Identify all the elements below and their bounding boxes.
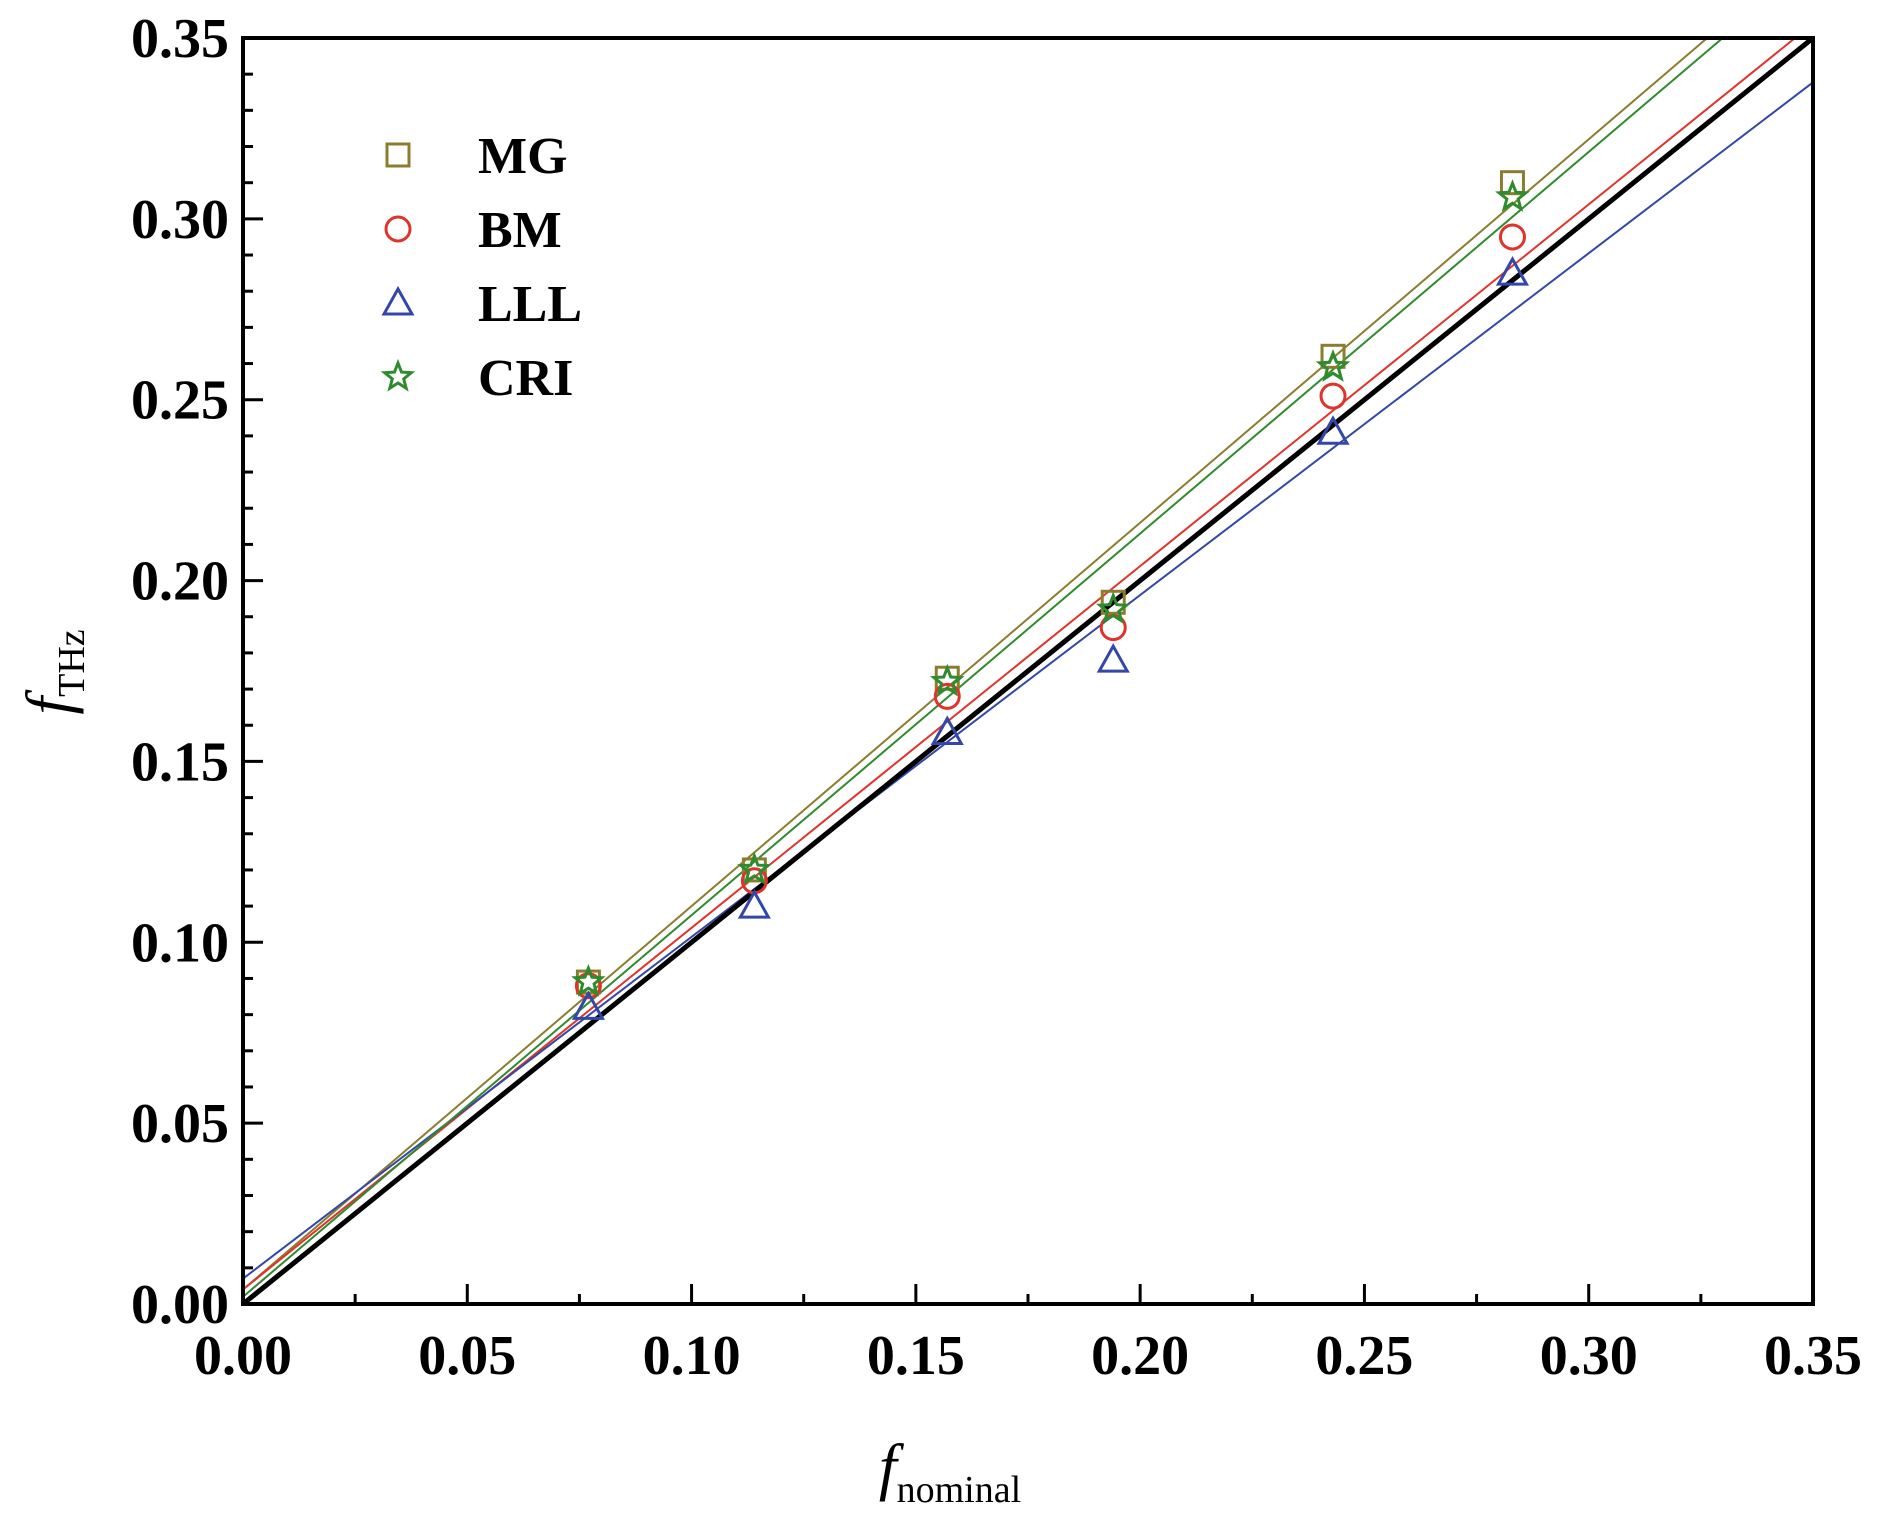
legend-label-lll: LLL (478, 276, 582, 333)
data-point-bm (1319, 382, 1347, 410)
fit-lines (243, 38, 1813, 1304)
data-point-cri (737, 851, 772, 885)
data-point-lll (930, 715, 964, 745)
x-tick-label: 0.30 (1540, 1325, 1638, 1387)
x-tick-label: 0.35 (1764, 1325, 1862, 1387)
data-point-cri (929, 663, 965, 697)
x-tick-label: 0.25 (1315, 1325, 1413, 1387)
x-tick-label: 0.05 (418, 1325, 516, 1387)
x-tick-label: 0.20 (1091, 1325, 1189, 1387)
x-tick-label: 0.10 (643, 1325, 741, 1387)
legend-marker-bm (384, 215, 412, 243)
legend-label-cri: CRI (478, 350, 573, 407)
y-axis-label: fTHz (13, 629, 93, 714)
data-point-bm (574, 972, 602, 1000)
y-tick-label: 0.30 (131, 189, 229, 251)
data-point-cri (1315, 349, 1351, 382)
axis-labels: fnominal fTHz (13, 629, 1021, 1511)
y-tick-label: 0.05 (131, 1093, 229, 1155)
data-point-cri (1495, 179, 1530, 212)
data-points (571, 170, 1530, 1020)
data-point-bm (933, 682, 961, 710)
y-tick-label: 0.35 (131, 8, 229, 70)
legend-label-bm: BM (478, 202, 562, 259)
data-point-cri (571, 963, 606, 997)
fit-line-mg (243, 38, 1709, 1291)
x-axis-label: fnominal (879, 1431, 1021, 1511)
legend: MG BM LLL CRI (380, 128, 582, 407)
fit-line-cri (243, 38, 1725, 1298)
y-tick-label: 0.15 (131, 731, 229, 793)
data-point-mg (1100, 589, 1126, 615)
legend-marker-mg (385, 142, 411, 168)
axes: 0.00 0.05 0.10 0.15 0.20 0.25 0.30 0.35 0.00 0.05… (131, 8, 1862, 1387)
data-point-cri (1095, 591, 1131, 625)
data-point-mg (1320, 343, 1346, 369)
data-point-lll (1316, 415, 1350, 445)
legend-marker-cri (380, 358, 416, 392)
y-tick-label: 0.00 (131, 1274, 229, 1336)
fit-line-lll (243, 81, 1813, 1280)
legend-marker-lll (381, 285, 415, 316)
data-point-bm (1498, 223, 1526, 251)
data-point-mg (1499, 170, 1525, 196)
y-tick-label: 0.10 (131, 912, 229, 974)
data-point-lll (737, 889, 771, 919)
legend-label-mg: MG (478, 128, 568, 185)
reference-line (243, 38, 1813, 1304)
x-tick-label: 0.00 (194, 1325, 292, 1387)
data-point-lll (571, 990, 605, 1020)
y-tick-label: 0.20 (131, 551, 229, 613)
y-tick-label: 0.25 (131, 370, 229, 432)
data-point-lll (1495, 256, 1530, 286)
data-point-lll (1096, 643, 1130, 673)
x-tick-label: 0.15 (867, 1325, 965, 1387)
